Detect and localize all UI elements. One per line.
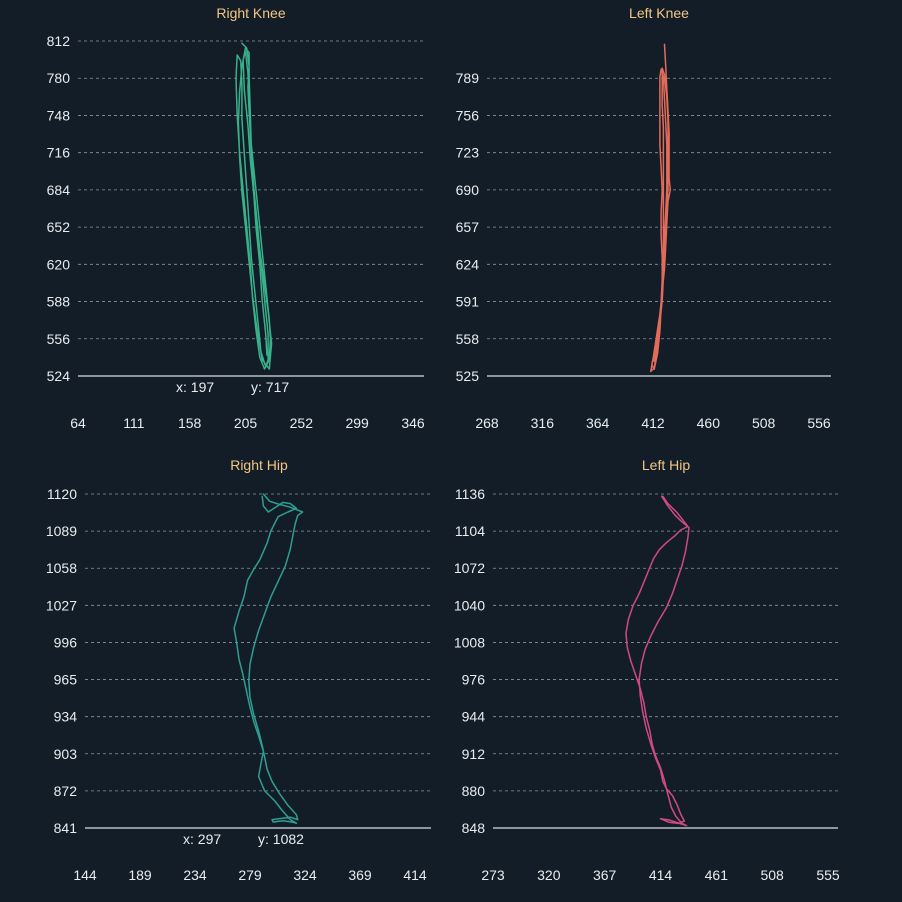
x-tick-label: 412 — [641, 415, 665, 431]
chart-panel-1: Right Knee 524 556 588 620 652 684 716 748 780 812… — [47, 5, 425, 431]
x-tick-label: 460 — [697, 415, 721, 431]
x-tick-label: 252 — [290, 415, 314, 431]
x-tick-label: 234 — [183, 867, 207, 883]
y-tick-label: 657 — [456, 219, 480, 235]
y-tick-label: 934 — [54, 709, 78, 725]
y-tick-label: 652 — [47, 219, 71, 235]
y-tick-label: 872 — [54, 783, 78, 799]
y-tick-label: 1008 — [454, 634, 485, 650]
chart-panel-3: Right Hip 841 872 903 934 965 996 1027 1058 1089 1… — [46, 457, 431, 883]
y-tick-label: 789 — [456, 70, 480, 86]
y-tick-label: 690 — [456, 182, 480, 198]
y-tick-label: 716 — [47, 145, 71, 161]
y-tick-label: 524 — [47, 368, 71, 384]
y-tick-label: 591 — [456, 294, 480, 310]
y-tick-label: 965 — [54, 672, 78, 688]
y-tick-label: 780 — [47, 70, 71, 86]
y-tick-label: 684 — [47, 182, 71, 198]
chart-title: Left Knee — [629, 5, 689, 21]
x-tick-label: 414 — [403, 867, 427, 883]
x-tick-label: 556 — [807, 415, 831, 431]
x-tick-label: 316 — [531, 415, 555, 431]
x-tick-label: 508 — [752, 415, 776, 431]
x-tick-label: 268 — [475, 415, 499, 431]
y-tick-label: 812 — [47, 33, 71, 49]
series-line — [649, 43, 672, 373]
y-tick-label: 1089 — [46, 523, 77, 539]
y-tick-label: 976 — [462, 672, 486, 688]
x-tick-label: 273 — [481, 867, 505, 883]
x-tick-label: 414 — [649, 867, 673, 883]
x-readout: x: 297 — [183, 831, 221, 847]
y-tick-label: 1104 — [455, 523, 485, 539]
x-tick-label: 64 — [70, 415, 86, 431]
x-tick-label: 346 — [401, 415, 425, 431]
y-tick-label: 756 — [456, 107, 480, 123]
chart-panel-4: Left Hip 848 880 912 944 976 1008 1040 1072 1104 1… — [454, 457, 840, 883]
y-tick-label: 1058 — [46, 560, 77, 576]
x-tick-label: 508 — [760, 867, 784, 883]
series-line — [625, 495, 690, 827]
y-tick-label: 912 — [462, 746, 486, 762]
y-tick-label: 525 — [456, 368, 480, 384]
chart-title: Left Hip — [642, 457, 690, 473]
x-tick-label: 555 — [816, 867, 840, 883]
x-tick-label: 324 — [293, 867, 317, 883]
y-tick-label: 588 — [47, 294, 71, 310]
x-tick-label: 299 — [345, 415, 369, 431]
x-tick-label: 364 — [586, 415, 610, 431]
x-tick-label: 367 — [593, 867, 617, 883]
y-tick-label: 1120 — [47, 486, 77, 502]
series-line — [235, 42, 273, 370]
y-tick-label: 748 — [47, 107, 71, 123]
y-tick-label: 556 — [47, 331, 71, 347]
x-tick-label: 111 — [123, 415, 144, 431]
y-tick-label: 624 — [456, 256, 480, 272]
y-tick-label: 723 — [456, 145, 480, 161]
x-tick-label: 320 — [537, 867, 561, 883]
x-tick-label: 461 — [705, 867, 729, 883]
chart-title: Right Hip — [230, 457, 288, 473]
y-tick-label: 1027 — [46, 597, 77, 613]
y-tick-label: 1072 — [454, 560, 485, 576]
y-tick-label: 848 — [462, 820, 486, 836]
y-readout: y: 1082 — [258, 831, 304, 847]
chart-panel-2: Left Knee 525 558 591 624 657 690 723 756 789 268 3… — [456, 5, 831, 431]
x-tick-label: 189 — [128, 867, 152, 883]
x-tick-label: 279 — [238, 867, 262, 883]
x-tick-label: 205 — [234, 415, 258, 431]
y-tick-label: 841 — [54, 820, 78, 836]
series-line — [233, 493, 304, 824]
y-tick-label: 996 — [54, 634, 78, 650]
y-tick-label: 944 — [462, 709, 486, 725]
y-tick-label: 1136 — [455, 486, 485, 502]
x-readout: x: 197 — [176, 379, 214, 395]
x-tick-label: 144 — [73, 867, 97, 883]
x-tick-label: 369 — [348, 867, 372, 883]
y-tick-label: 903 — [54, 746, 78, 762]
x-tick-label: 158 — [178, 415, 202, 431]
y-tick-label: 620 — [47, 256, 71, 272]
y-readout: y: 717 — [251, 379, 289, 395]
chart-title: Right Knee — [216, 5, 285, 21]
y-tick-label: 1040 — [454, 597, 485, 613]
y-tick-label: 880 — [462, 783, 486, 799]
y-tick-label: 558 — [456, 331, 480, 347]
